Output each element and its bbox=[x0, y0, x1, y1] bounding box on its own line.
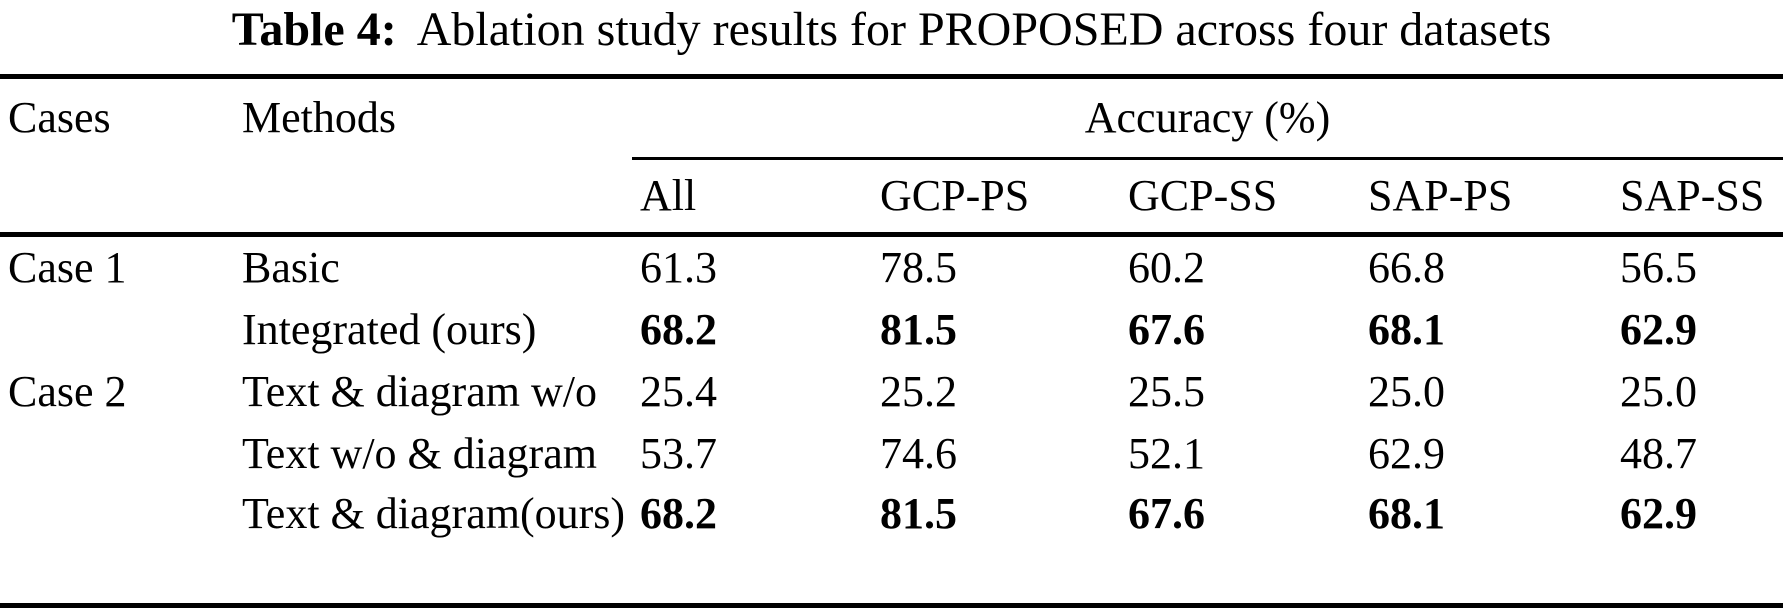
value-cell: 53.7 bbox=[640, 429, 717, 478]
column-header-methods: Methods bbox=[242, 93, 396, 142]
method-label-line1: Text & diagram bbox=[242, 489, 520, 538]
value-cell: 74.6 bbox=[880, 429, 957, 478]
bottom-rule bbox=[0, 603, 1783, 608]
value-cell: 25.2 bbox=[880, 367, 957, 416]
value-cell: 62.9 bbox=[1620, 305, 1697, 354]
value-cell: 60.2 bbox=[1128, 243, 1205, 292]
subheader-sap-ss: SAP-SS bbox=[1620, 171, 1765, 220]
subheader-gcp-ss: GCP-SS bbox=[1128, 171, 1278, 220]
method-label: Text & diagram (ours) bbox=[240, 485, 632, 603]
case-label: Case 2 bbox=[8, 367, 127, 416]
value-cell: 67.6 bbox=[1128, 305, 1205, 354]
method-label: Text w/o & diagram bbox=[242, 429, 597, 478]
value-cell: 66.8 bbox=[1368, 243, 1445, 292]
value-cell: 81.5 bbox=[880, 305, 957, 354]
value-cell: 68.2 bbox=[640, 489, 717, 538]
subheader-all: All bbox=[640, 171, 697, 220]
value-cell: 25.0 bbox=[1620, 367, 1697, 416]
value-cell: 68.1 bbox=[1368, 489, 1445, 538]
value-cell: 48.7 bbox=[1620, 429, 1697, 478]
subheader-sap-ps: SAP-PS bbox=[1368, 171, 1513, 220]
top-rule bbox=[0, 74, 1783, 79]
value-cell: 61.3 bbox=[640, 243, 717, 292]
value-cell: 78.5 bbox=[880, 243, 957, 292]
value-cell: 56.5 bbox=[1620, 243, 1697, 292]
value-cell: 62.9 bbox=[1620, 489, 1697, 538]
column-header-cases: Cases bbox=[8, 93, 111, 142]
method-label: Basic bbox=[242, 243, 340, 292]
value-cell: 25.4 bbox=[640, 367, 717, 416]
value-cell: 62.9 bbox=[1368, 429, 1445, 478]
method-label-line2: (ours) bbox=[519, 489, 626, 538]
case-label bbox=[0, 423, 240, 485]
subheader-gcp-ps: GCP-PS bbox=[880, 171, 1030, 220]
case-label: Case 1 bbox=[8, 243, 127, 292]
subheader-empty-methods bbox=[240, 160, 632, 232]
value-cell: 68.2 bbox=[640, 305, 717, 354]
table-caption: Table 4: Ablation study results for PROP… bbox=[0, 0, 1783, 74]
value-cell: 81.5 bbox=[880, 489, 957, 538]
table-caption-text: Ablation study results for PROPOSED acro… bbox=[416, 3, 1552, 56]
method-label: Text & diagram w/o bbox=[242, 367, 597, 416]
value-cell: 68.1 bbox=[1368, 305, 1445, 354]
subheader-empty-cases bbox=[0, 160, 240, 232]
mid-rule bbox=[0, 232, 1783, 237]
table-caption-label: Table 4: bbox=[231, 3, 397, 56]
case-label bbox=[0, 485, 240, 603]
value-cell: 67.6 bbox=[1128, 489, 1205, 538]
value-cell: 25.0 bbox=[1368, 367, 1445, 416]
ablation-table: Cases Methods Accuracy (%) All GCP-PS GC… bbox=[0, 74, 1783, 608]
accuracy-cmidrule bbox=[632, 157, 1783, 160]
value-cell: 25.5 bbox=[1128, 367, 1205, 416]
column-header-accuracy-group: Accuracy (%) bbox=[1084, 93, 1331, 142]
value-cell: 52.1 bbox=[1128, 429, 1205, 478]
case-label bbox=[0, 299, 240, 361]
method-label: Integrated (ours) bbox=[242, 305, 537, 354]
